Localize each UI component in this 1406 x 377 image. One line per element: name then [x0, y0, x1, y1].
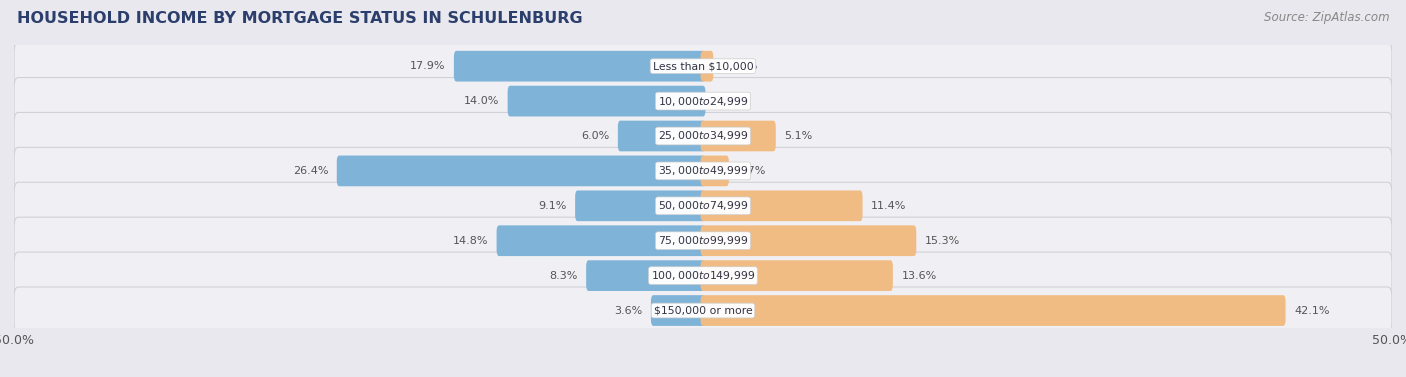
Text: 42.1%: 42.1% — [1294, 305, 1330, 316]
FancyBboxPatch shape — [14, 112, 1392, 159]
Text: $35,000 to $49,999: $35,000 to $49,999 — [658, 164, 748, 178]
FancyBboxPatch shape — [14, 147, 1392, 195]
FancyBboxPatch shape — [14, 182, 1392, 229]
FancyBboxPatch shape — [508, 86, 706, 116]
Text: 0.57%: 0.57% — [721, 61, 758, 71]
FancyBboxPatch shape — [586, 260, 706, 291]
Text: $10,000 to $24,999: $10,000 to $24,999 — [658, 95, 748, 107]
Text: 6.0%: 6.0% — [581, 131, 609, 141]
Text: 14.8%: 14.8% — [453, 236, 488, 246]
FancyBboxPatch shape — [14, 252, 1392, 299]
Text: 9.1%: 9.1% — [538, 201, 567, 211]
Text: Source: ZipAtlas.com: Source: ZipAtlas.com — [1264, 11, 1389, 24]
Text: $100,000 to $149,999: $100,000 to $149,999 — [651, 269, 755, 282]
FancyBboxPatch shape — [700, 121, 776, 151]
FancyBboxPatch shape — [14, 287, 1392, 334]
Text: $50,000 to $74,999: $50,000 to $74,999 — [658, 199, 748, 212]
FancyBboxPatch shape — [14, 217, 1392, 264]
FancyBboxPatch shape — [700, 295, 1285, 326]
Text: 8.3%: 8.3% — [550, 271, 578, 280]
Text: Less than $10,000: Less than $10,000 — [652, 61, 754, 71]
FancyBboxPatch shape — [700, 156, 728, 186]
Text: 15.3%: 15.3% — [925, 236, 960, 246]
Text: $150,000 or more: $150,000 or more — [654, 305, 752, 316]
FancyBboxPatch shape — [14, 78, 1392, 125]
Text: 17.9%: 17.9% — [409, 61, 446, 71]
FancyBboxPatch shape — [700, 190, 862, 221]
Text: 11.4%: 11.4% — [872, 201, 907, 211]
Text: 13.6%: 13.6% — [901, 271, 936, 280]
FancyBboxPatch shape — [575, 190, 706, 221]
FancyBboxPatch shape — [700, 260, 893, 291]
Text: $75,000 to $99,999: $75,000 to $99,999 — [658, 234, 748, 247]
FancyBboxPatch shape — [454, 51, 706, 81]
Text: 1.7%: 1.7% — [738, 166, 766, 176]
FancyBboxPatch shape — [617, 121, 706, 151]
FancyBboxPatch shape — [496, 225, 706, 256]
Text: 26.4%: 26.4% — [292, 166, 328, 176]
Text: 0.0%: 0.0% — [714, 96, 742, 106]
Text: 14.0%: 14.0% — [464, 96, 499, 106]
Text: 5.1%: 5.1% — [785, 131, 813, 141]
FancyBboxPatch shape — [14, 43, 1392, 90]
FancyBboxPatch shape — [700, 51, 713, 81]
Text: 3.6%: 3.6% — [614, 305, 643, 316]
FancyBboxPatch shape — [700, 225, 917, 256]
FancyBboxPatch shape — [651, 295, 706, 326]
FancyBboxPatch shape — [337, 156, 706, 186]
Text: HOUSEHOLD INCOME BY MORTGAGE STATUS IN SCHULENBURG: HOUSEHOLD INCOME BY MORTGAGE STATUS IN S… — [17, 11, 582, 26]
Text: $25,000 to $34,999: $25,000 to $34,999 — [658, 129, 748, 143]
